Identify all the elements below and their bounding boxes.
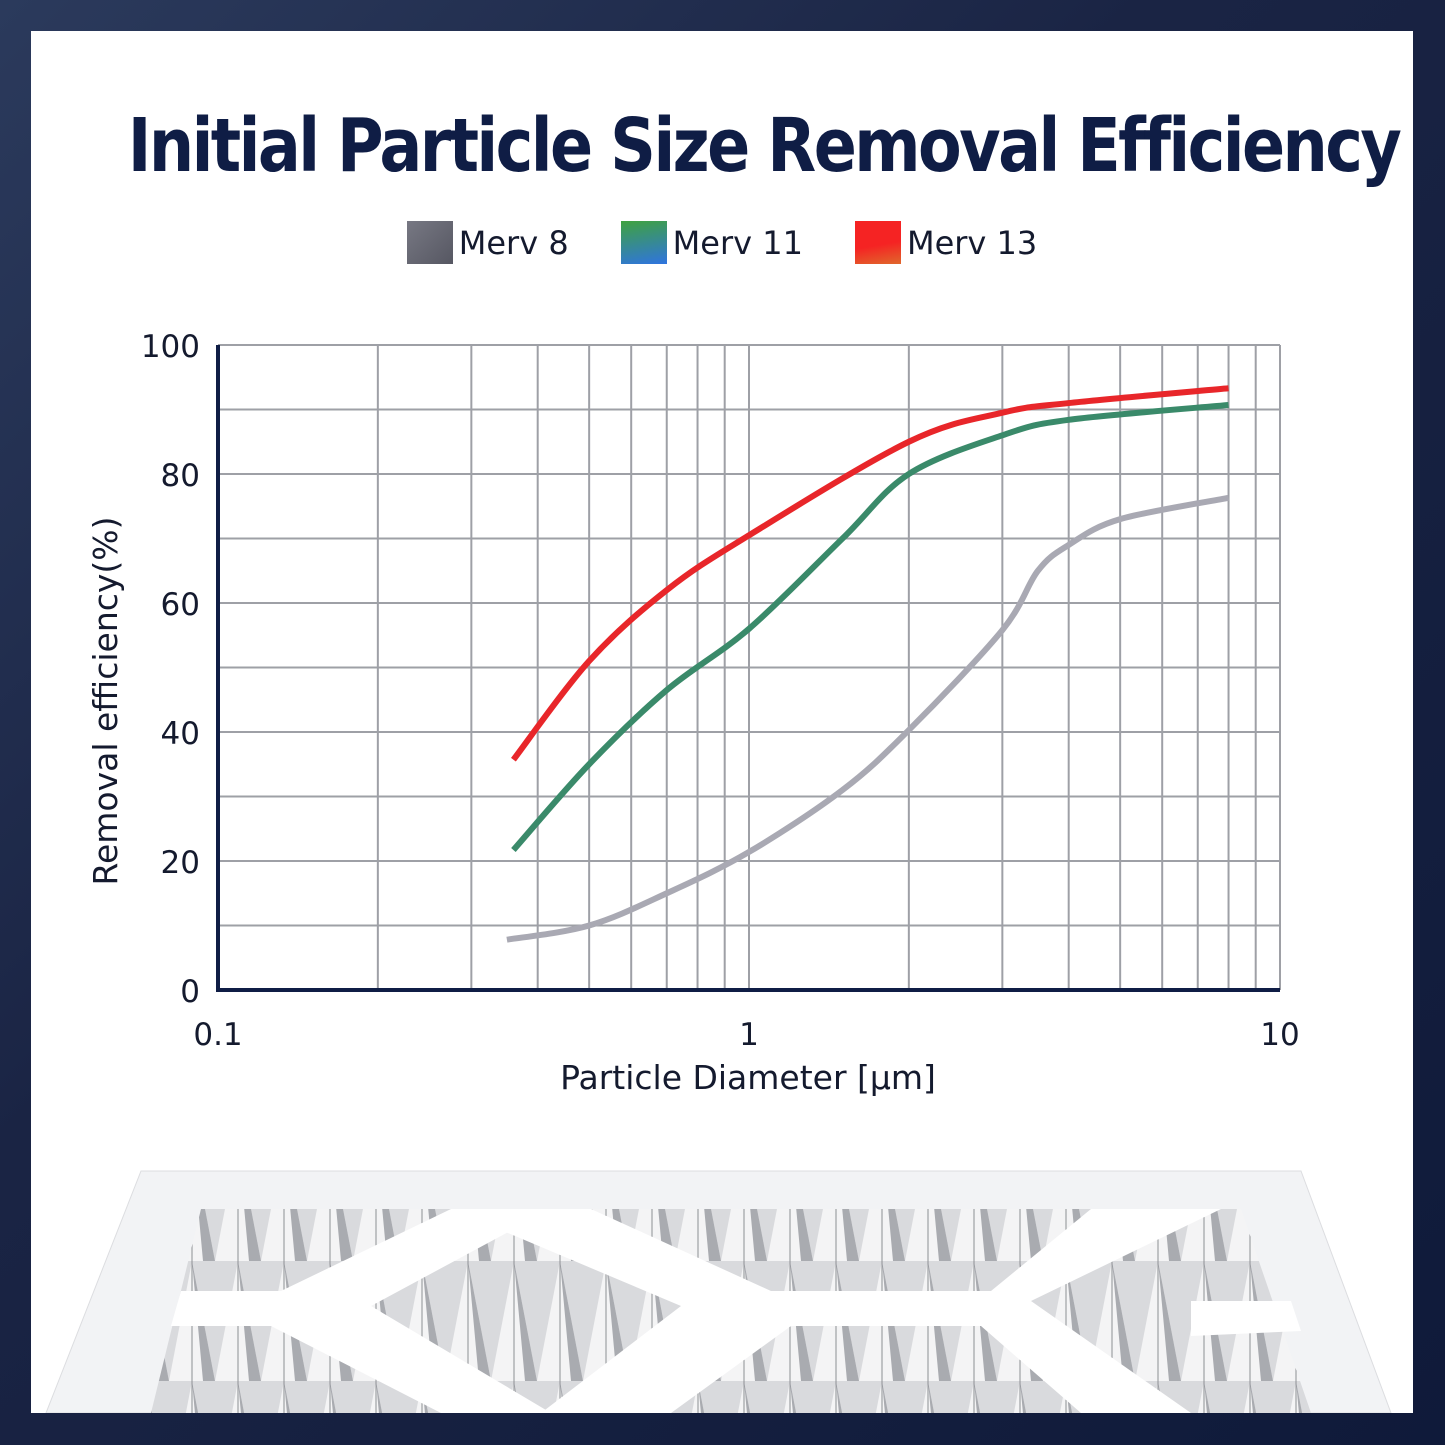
legend-swatch-merv-8: [406, 221, 453, 264]
y-tick-label: 40: [161, 716, 200, 752]
y-tick-label: 100: [141, 329, 200, 365]
series-lines: [506, 385, 1230, 943]
legend-item-merv-8: Merv 8: [406, 221, 569, 264]
legend-swatch-merv-13: [854, 221, 901, 264]
axes: [216, 345, 1280, 992]
series-line-merv-11: [511, 401, 1229, 853]
y-tick-label: 0: [180, 974, 200, 1010]
y-tick-label: 60: [161, 587, 200, 623]
y-axis-label: Removal efficiency(%): [86, 516, 125, 885]
y-tick-label: 20: [161, 845, 200, 881]
x-tick-label: 1: [739, 1017, 759, 1053]
x-tick-label: 10: [1260, 1017, 1299, 1053]
series-line-merv-8: [506, 494, 1230, 943]
legend-label: Merv 11: [672, 223, 803, 262]
legend-item-merv-13: Merv 13: [854, 221, 1038, 264]
air-filter-image: [45, 1170, 1392, 1413]
y-tick-label: 80: [161, 458, 200, 494]
chart-panel: Initial Particle Size Removal Efficiency…: [31, 31, 1413, 1413]
grid: [218, 344, 1281, 990]
chart-title: Initial Particle Size Removal Efficiency: [127, 103, 1402, 189]
legend-item-merv-11: Merv 11: [620, 221, 803, 264]
x-axis-label: Particle Diameter [µm]: [560, 1058, 936, 1097]
x-tick-label: 0.1: [193, 1017, 242, 1053]
legend: Merv 8 Merv 11 Merv 13: [31, 221, 1413, 264]
legend-swatch-merv-11: [620, 221, 667, 264]
legend-label: Merv 8: [458, 223, 569, 262]
legend-label: Merv 13: [906, 223, 1038, 262]
series-line-merv-13: [511, 385, 1229, 762]
